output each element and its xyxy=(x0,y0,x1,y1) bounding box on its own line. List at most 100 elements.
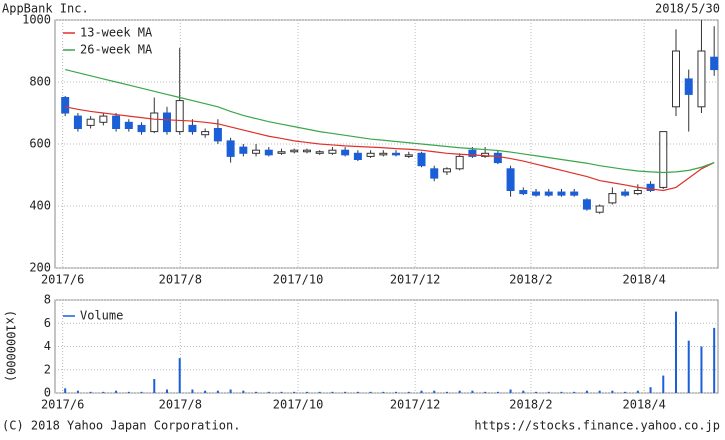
volume-bar xyxy=(675,311,678,393)
volume-bar xyxy=(395,391,398,393)
candle-body xyxy=(430,168,439,179)
volume-bar xyxy=(636,390,639,393)
x-tick-label: 2018/4 xyxy=(623,398,666,412)
volume-bar xyxy=(547,391,550,393)
y-tick-label: 200 xyxy=(29,261,51,275)
volume-bar xyxy=(255,391,258,393)
x-tick-label: 2017/12 xyxy=(390,273,441,287)
volume-bar xyxy=(471,390,474,393)
candle-body xyxy=(442,168,451,173)
candle-body xyxy=(519,190,528,195)
volume-bar xyxy=(687,340,690,393)
ma-line xyxy=(65,106,715,192)
candle-body xyxy=(277,151,286,154)
candle-body xyxy=(252,149,261,154)
candle-body xyxy=(302,149,311,153)
volume-bar xyxy=(204,390,207,393)
volume-bar xyxy=(445,391,448,393)
candle-body xyxy=(86,118,95,126)
x-tick-label: 2017/8 xyxy=(159,398,202,412)
candle-body xyxy=(532,191,541,196)
x-tick-label: 2017/10 xyxy=(273,398,324,412)
volume-bar xyxy=(585,390,588,393)
y-tick-label: 8 xyxy=(44,293,51,307)
y-tick-label: 2 xyxy=(44,362,51,376)
volume-bar xyxy=(496,391,499,393)
candle-body xyxy=(481,152,490,157)
source-url: https://stocks.finance.yahoo.co.jp xyxy=(474,419,720,433)
candle-body xyxy=(315,151,324,154)
volume-bar xyxy=(700,346,703,393)
legend-label: 13-week MA xyxy=(80,26,153,40)
y-tick-label: 0 xyxy=(44,386,51,400)
y-tick-label: 6 xyxy=(44,316,51,330)
volume-bar xyxy=(407,391,410,393)
volume-bar xyxy=(573,391,576,393)
candle-body xyxy=(353,152,362,161)
candle-body xyxy=(150,112,159,133)
candle-body xyxy=(188,124,197,133)
x-tick-label: 2017/12 xyxy=(390,398,441,412)
candle-body xyxy=(506,168,515,192)
candle-body xyxy=(341,149,350,156)
y-tick-label: 4 xyxy=(44,339,51,353)
volume-bar xyxy=(331,391,334,393)
candle-body xyxy=(112,115,121,129)
x-tick-label: 2017/8 xyxy=(159,273,202,287)
candle-body xyxy=(264,149,273,156)
volume-bar xyxy=(267,391,270,393)
volume-bar xyxy=(229,389,232,393)
candle-body xyxy=(290,149,299,153)
candle-body xyxy=(366,152,375,157)
ma-line xyxy=(65,69,715,174)
volume-bar xyxy=(127,391,130,393)
volume-bar xyxy=(382,391,385,393)
candle-body xyxy=(621,191,630,196)
candle-body xyxy=(61,97,70,114)
volume-bar xyxy=(458,390,461,393)
candle-body xyxy=(544,191,553,196)
legend-label: 26-week MA xyxy=(80,43,153,57)
candle-body xyxy=(595,205,604,213)
candle-body xyxy=(124,121,133,130)
volume-bar xyxy=(611,390,614,393)
volume-bar xyxy=(178,358,181,393)
candle-body xyxy=(404,154,413,157)
volume-bar xyxy=(420,390,423,393)
y-tick-label: 800 xyxy=(29,75,51,89)
candle-body xyxy=(710,56,719,71)
candle-body xyxy=(684,78,693,95)
candle-body xyxy=(557,191,566,196)
candle-body xyxy=(608,193,617,204)
volume-bar xyxy=(713,327,716,393)
volume-bar xyxy=(140,391,143,393)
y-axis-label: (x1000000) xyxy=(4,310,18,382)
candle-body xyxy=(659,131,668,188)
chart-date: 2018/5/30 xyxy=(655,2,720,16)
volume-bar xyxy=(598,390,601,393)
y-tick-label: 600 xyxy=(29,137,51,151)
volume-bar xyxy=(649,387,652,393)
x-tick-label: 2018/2 xyxy=(509,398,552,412)
candle-body xyxy=(175,100,184,133)
volume-bar xyxy=(344,391,347,393)
candle-body xyxy=(672,50,681,108)
volume-bar xyxy=(76,390,79,393)
volume-bar xyxy=(522,390,525,393)
candle-body xyxy=(73,115,82,129)
volume-bar xyxy=(433,390,436,393)
candle-body xyxy=(633,190,642,195)
candle-body xyxy=(582,199,591,210)
candle-body xyxy=(99,115,108,123)
candle-body xyxy=(392,152,401,156)
candle-body xyxy=(201,131,210,136)
candle-body xyxy=(379,152,388,156)
volume-bar xyxy=(560,391,563,393)
candle-body xyxy=(417,152,426,167)
x-tick-label: 2017/10 xyxy=(273,273,324,287)
volume-bar xyxy=(535,391,538,393)
volume-bar xyxy=(356,391,359,393)
volume-bar xyxy=(242,390,245,393)
volume-bar xyxy=(280,391,283,393)
